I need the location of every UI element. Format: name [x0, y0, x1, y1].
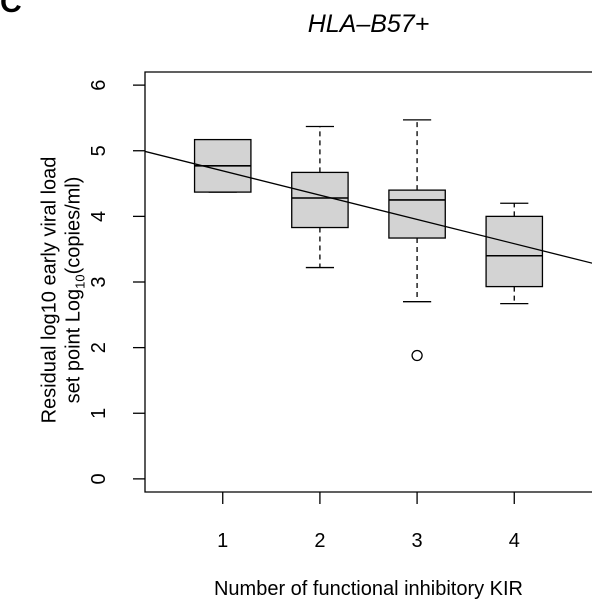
- panel-letter: C: [0, 0, 22, 19]
- chart-title: HLA–B57+: [307, 10, 430, 38]
- y-tick-label: 2: [88, 342, 110, 353]
- y-tick-label: 3: [88, 276, 110, 287]
- x-tick-label: 3: [412, 530, 423, 552]
- y-tick-label: 1: [88, 408, 110, 419]
- trend-line: [145, 150, 592, 264]
- y-tick-label: 6: [88, 80, 110, 91]
- box: [485, 215, 544, 288]
- x-tick-label: 2: [314, 530, 325, 552]
- x-axis-label: Number of functional inhibitory KIR: [213, 578, 524, 600]
- y-tick-label: 5: [88, 145, 110, 156]
- box: [291, 171, 349, 229]
- x-tick-label: 4: [509, 530, 520, 552]
- outlier-point: [411, 349, 423, 362]
- x-tick-label: 1: [217, 530, 228, 552]
- y-tick-label: 4: [88, 211, 110, 222]
- y-tick-label: 0: [88, 473, 110, 484]
